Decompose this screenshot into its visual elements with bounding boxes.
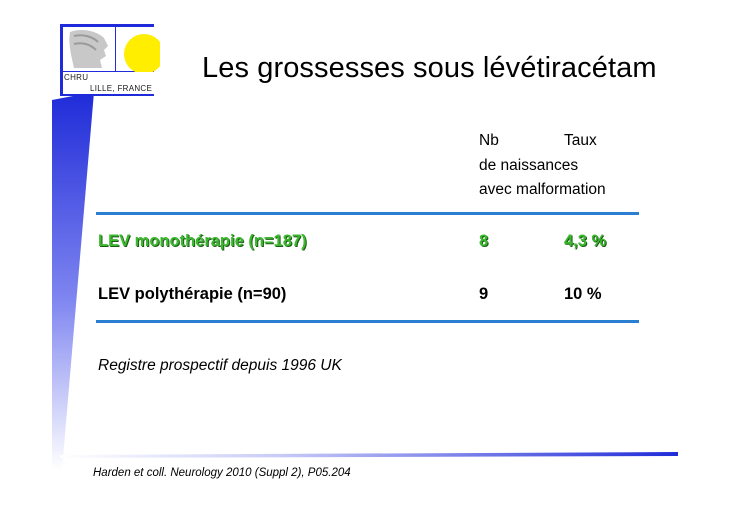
- bottom-gradient-band: [60, 452, 678, 458]
- logo-graphic: [60, 24, 164, 96]
- reference-citation: Harden et coll. Neurology 2010 (Suppl 2)…: [93, 467, 351, 479]
- row-1-taux: 4,3 %: [564, 232, 607, 250]
- table-bottom-rule: [96, 320, 639, 323]
- logo-text-chru: CHRU: [64, 73, 89, 82]
- row-2-label: LEV polythérapie (n=90): [98, 285, 287, 303]
- row-1-nb: 8: [479, 232, 489, 250]
- slide-title: Les grossesses sous lévétiracétam: [202, 52, 657, 84]
- row-1-label: LEV monothérapie (n=187): [98, 232, 307, 250]
- registry-note: Registre prospectif depuis 1996 UK: [98, 357, 342, 374]
- left-gradient-band: [52, 92, 94, 470]
- logo-text-city: LILLE, FRANCE: [90, 84, 153, 93]
- chru-logo: CHRU LILLE, FRANCE: [60, 24, 164, 96]
- header-taux: Taux: [564, 132, 597, 149]
- header-line2: de naissances: [479, 157, 579, 174]
- row-2-taux: 10 %: [564, 285, 602, 303]
- table-top-rule: [96, 212, 639, 215]
- header-line3: avec malformation: [479, 181, 606, 198]
- row-2-nb: 9: [479, 285, 489, 303]
- header-nb: Nb: [479, 132, 499, 149]
